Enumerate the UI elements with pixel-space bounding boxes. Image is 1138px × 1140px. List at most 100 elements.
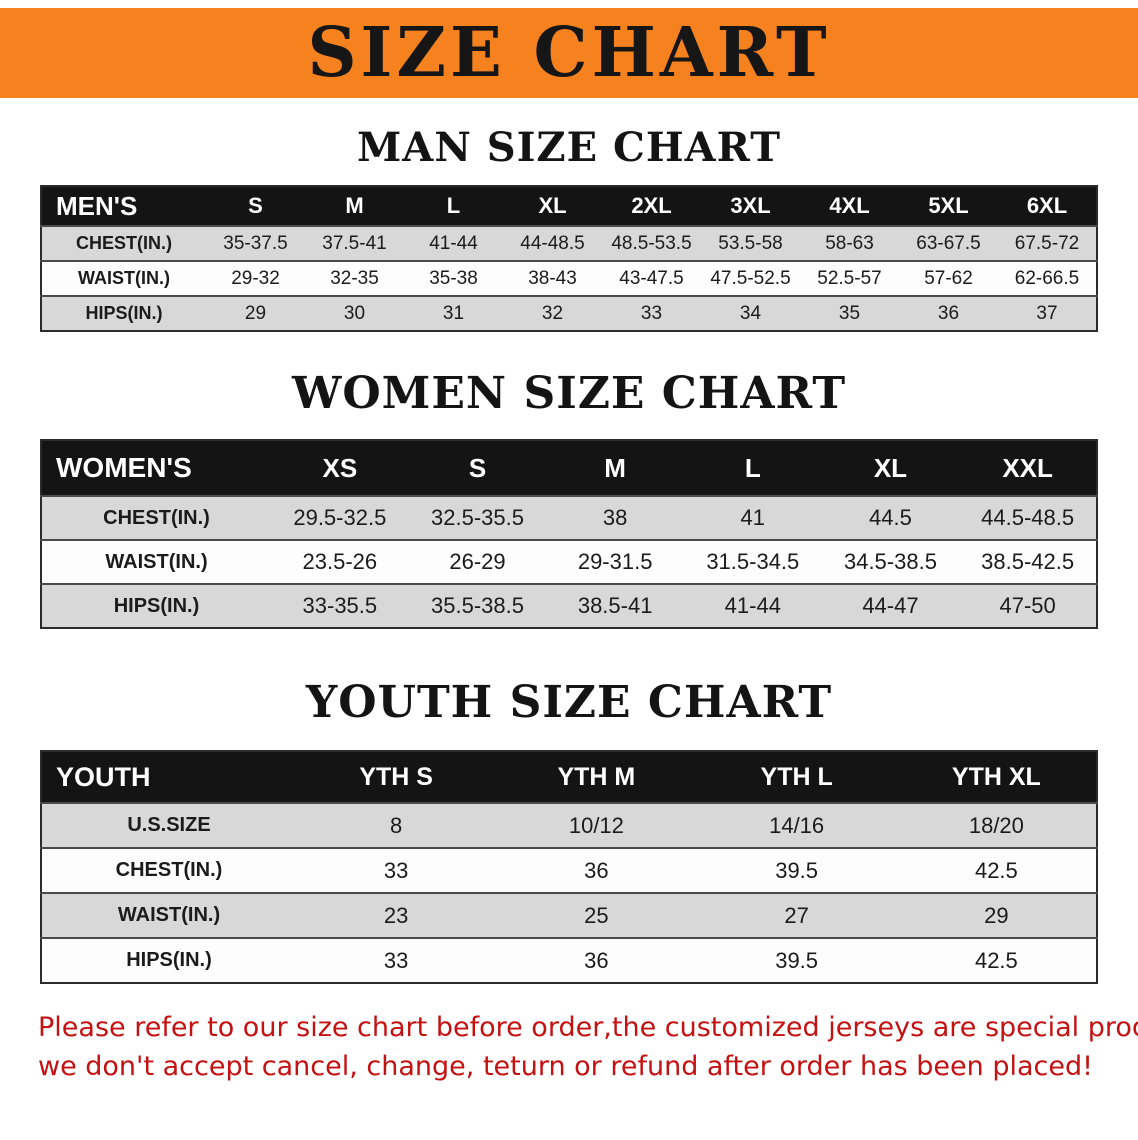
table-cell: 41-44 [429, 232, 478, 254]
table-cell: 33 [383, 947, 409, 973]
size-chart-page: { "banner": { "title": "SIZE CHART", "ba… [0, 8, 1138, 1140]
table-cell: 43-47.5 [619, 267, 684, 289]
youth-size-table: YOUTH YTH S YTH M YTH L YTH XL U.S.SIZE 8 10/12… [40, 750, 1098, 984]
youth-size-table-wrap: YOUTH YTH S YTH M YTH L YTH XL U.S.SIZE 8 10/12… [40, 750, 1098, 984]
table-cell: 32.5-35.5 [431, 505, 524, 530]
table-row: WAIST(IN.) 23 25 27 29 [41, 893, 1097, 938]
column-header: YTH L [760, 762, 833, 791]
man-size-chart-heading: MAN SIZE CHART [357, 124, 781, 171]
table-cell: 14/16 [769, 812, 825, 838]
table-cell: 38 [602, 505, 628, 530]
column-header: XS [322, 452, 358, 483]
table-header-row: WOMEN'S XS S M L XL XXL [41, 440, 1097, 496]
table-cell: 48.5-53.5 [611, 232, 692, 254]
column-header: L [744, 452, 761, 483]
banner-title: SIZE CHART [307, 13, 831, 93]
order-policy-note-line: we don't accept cancel, change, teturn o… [38, 1051, 1093, 1083]
table-cell: 29 [984, 902, 1009, 928]
table-cell: 34.5-38.5 [843, 549, 937, 574]
table-cell: 44-48.5 [520, 232, 585, 254]
table-cell: 47.5-52.5 [710, 267, 791, 289]
table-cell: 44-47 [862, 593, 919, 618]
row-label: WAIST(IN.) [78, 268, 170, 288]
table-row: CHEST(IN.) 29.5-32.5 32.5-35.5 38 41 44.5 44.5… [41, 496, 1097, 540]
table-row: WAIST(IN.) 29-32 32-35 35-38 38-43 43-47.5 47.… [41, 261, 1097, 296]
row-label: HIPS(IN.) [85, 303, 163, 323]
column-header: XXL [1002, 452, 1053, 483]
row-label: CHEST(IN.) [76, 233, 172, 253]
table-cell: 47-50 [999, 593, 1056, 618]
table-cell: 38-43 [528, 267, 577, 289]
youth-size-chart-heading: YOUTH SIZE CHART [305, 677, 833, 728]
table-cell: 27 [784, 902, 809, 928]
column-header: 4XL [829, 193, 870, 218]
table-row: HIPS(IN.) 29 30 31 32 33 34 35 36 37 [41, 296, 1097, 331]
table-cell: 31.5-34.5 [706, 549, 800, 574]
table-cell: 8 [390, 812, 403, 838]
table-cell: 39.5 [775, 857, 819, 883]
table-cell: 29 [244, 302, 267, 324]
table-row: CHEST(IN.) 33 36 39.5 42.5 [41, 848, 1097, 893]
table-cell: 37.5-41 [322, 232, 387, 254]
table-cell: 63-67.5 [916, 232, 981, 254]
table-cell: 39.5 [775, 947, 819, 973]
table-cell: 29-31.5 [577, 549, 653, 574]
row-label: U.S.SIZE [127, 814, 211, 836]
table-cell: 37 [1036, 302, 1058, 324]
column-header: M [345, 193, 364, 218]
table-header-row: MEN'S S M L XL 2XL 3XL 4XL 5XL 6XL [41, 186, 1097, 226]
table-cell: 26-29 [449, 549, 506, 574]
table-header-row: YOUTH YTH S YTH M YTH L YTH XL [41, 751, 1097, 803]
table-cell: 36 [584, 857, 609, 883]
row-label: CHEST(IN.) [103, 506, 210, 529]
column-header: YTH XL [951, 762, 1041, 791]
women-size-chart-section: WOMEN SIZE CHART WOMEN'S XS S M L XL XXL CHEST(… [0, 368, 1138, 629]
column-header: 3XL [730, 193, 771, 218]
table-cell: 34 [739, 302, 762, 324]
table-cell: 38.5-42.5 [981, 549, 1075, 574]
table-cell: 38.5-41 [577, 593, 653, 618]
mens-size-table-wrap: MEN'S S M L XL 2XL 3XL 4XL 5XL 6XL CHEST(IN.) 35-37… [40, 185, 1098, 332]
column-header: 2XL [631, 193, 672, 218]
table-cell: 42.5 [974, 947, 1018, 973]
column-header: S [468, 452, 487, 483]
table-cell: 36 [584, 947, 609, 973]
table-cell: 10/12 [568, 812, 624, 838]
table-cell: 31 [442, 302, 465, 324]
row-label: WAIST(IN.) [117, 904, 221, 926]
man-size-chart-section: MAN SIZE CHART MEN'S S M L XL 2XL 3XL 4XL 5XL 6XL… [0, 124, 1138, 332]
table-cell: 67.5-72 [1014, 232, 1080, 254]
table-cell: 42.5 [974, 857, 1018, 883]
table-cell: 29-32 [231, 267, 280, 289]
table-cell: 57-62 [924, 267, 973, 289]
table-cell: 35.5-38.5 [431, 593, 524, 618]
table-cell: 41 [740, 505, 766, 530]
table-cell: 41-44 [724, 593, 781, 618]
table-cell: 36 [937, 302, 960, 324]
table-cell: 35-38 [429, 267, 478, 289]
table-cell: 32-35 [330, 267, 379, 289]
table-cell: 44.5 [869, 505, 912, 530]
row-label: HIPS(IN.) [113, 594, 200, 617]
table-title-cell: YOUTH [56, 761, 151, 792]
table-cell: 33-35.5 [302, 593, 378, 618]
column-header: L [446, 193, 461, 218]
order-policy-note-line: Please refer to our size chart before or… [38, 1012, 1138, 1043]
womens-size-table-wrap: WOMEN'S XS S M L XL XXL CHEST(IN.) 29.5-32.5 32.5… [40, 439, 1098, 629]
table-row: HIPS(IN.) 33 36 39.5 42.5 [41, 938, 1097, 983]
table-cell: 32 [541, 302, 564, 324]
order-policy-note: Please refer to our size chart before or… [38, 1008, 1138, 1086]
table-row: HIPS(IN.) 33-35.5 35.5-38.5 38.5-41 41-44 44-… [41, 584, 1097, 628]
row-label: HIPS(IN.) [126, 949, 212, 971]
table-cell: 62-66.5 [1014, 267, 1080, 289]
table-cell: 52.5-57 [817, 267, 882, 289]
table-cell: 33 [640, 302, 663, 324]
mens-size-table: MEN'S S M L XL 2XL 3XL 4XL 5XL 6XL CHEST(IN.) 35-37… [40, 185, 1098, 332]
table-cell: 23 [383, 902, 409, 928]
table-cell: 44.5-48.5 [981, 505, 1075, 530]
table-cell: 53.5-58 [718, 232, 783, 254]
table-row: CHEST(IN.) 35-37.5 37.5-41 41-44 44-48.5 48.5… [41, 226, 1097, 261]
column-header: S [248, 193, 263, 218]
row-label: CHEST(IN.) [115, 859, 223, 881]
table-title-cell: WOMEN'S [56, 452, 192, 483]
